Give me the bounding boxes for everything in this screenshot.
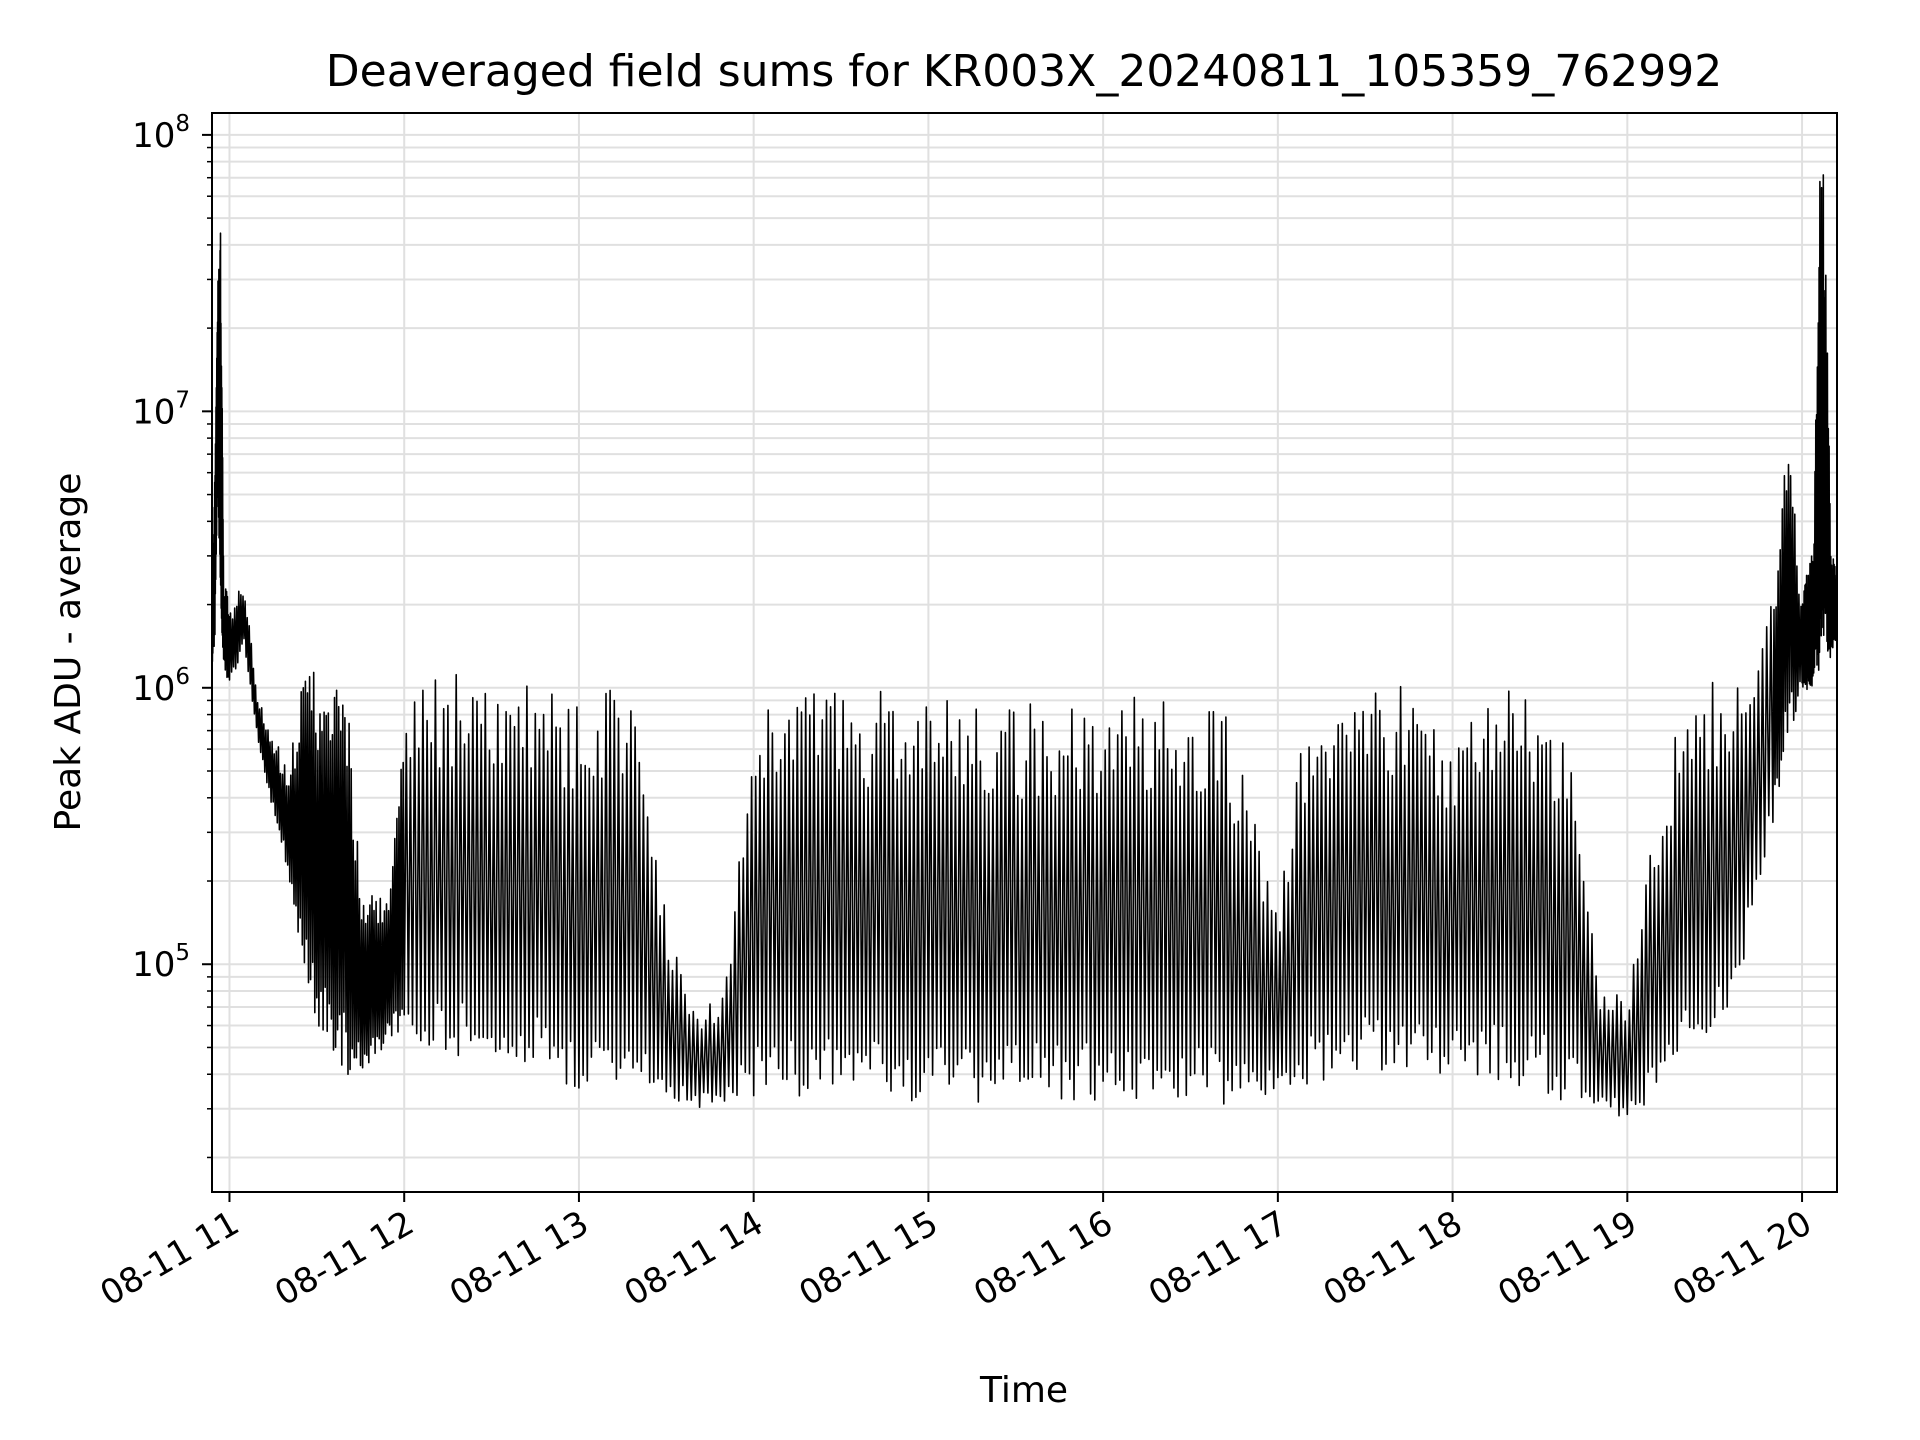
- series-line: [211, 174, 1838, 1117]
- y-tick-base: 10: [132, 669, 175, 709]
- y-tick-base: 10: [132, 392, 175, 432]
- y-tick-label: 105: [132, 940, 190, 985]
- series-layer: [211, 174, 1838, 1117]
- y-axis-label: Peak ADU - average: [48, 473, 89, 832]
- y-tick-exponent: 5: [175, 940, 190, 966]
- plot-area-frame: [211, 112, 1838, 1193]
- y-tick-base: 10: [132, 116, 175, 156]
- y-tick-label: 106: [132, 664, 190, 709]
- y-tick-label: 108: [132, 111, 190, 156]
- y-tick-label: 107: [132, 387, 190, 432]
- chart-title: Deaveraged field sums for KR003X_2024081…: [326, 46, 1722, 97]
- y-tick-exponent: 7: [175, 387, 190, 413]
- x-axis-label: Time: [979, 1370, 1068, 1411]
- y-tick-base: 10: [132, 945, 175, 985]
- y-tick-exponent: 8: [175, 111, 190, 137]
- y-tick-exponent: 6: [175, 664, 190, 690]
